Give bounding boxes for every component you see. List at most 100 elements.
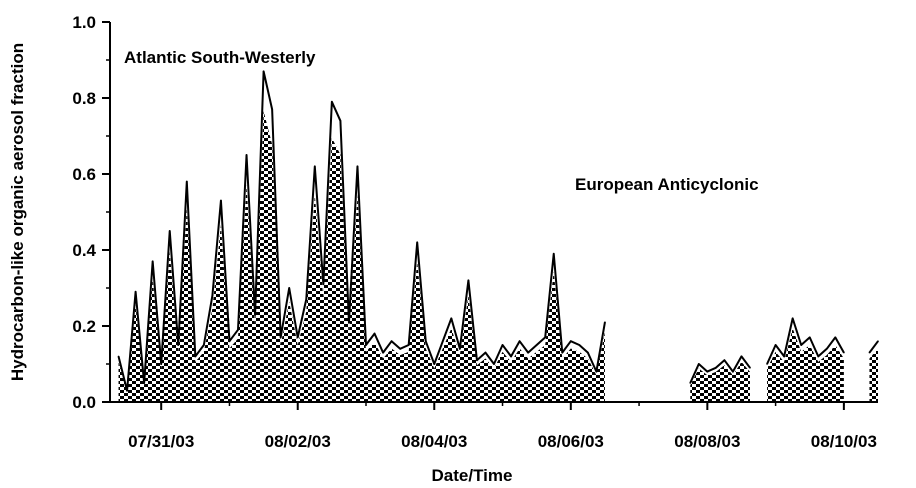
x-ticks: 07/31/03 08/02/03 08/04/03 08/06/03 08/08/03… <box>128 402 877 451</box>
annotation-european: European Anticyclonic <box>575 175 759 194</box>
y-tick-label: 0.0 <box>72 393 96 412</box>
x-tick-label: 08/04/03 <box>401 432 467 451</box>
data-point <box>459 348 461 350</box>
data-point <box>587 351 589 354</box>
data-point <box>706 370 709 373</box>
data-point <box>484 351 487 354</box>
data-point <box>237 329 239 331</box>
series-line-segment <box>117 70 606 392</box>
data-point <box>604 321 606 324</box>
data-point <box>808 336 811 339</box>
data-point <box>535 344 538 346</box>
data-point <box>723 359 726 362</box>
y-tick-label: 0.8 <box>72 89 96 108</box>
data-point <box>296 336 299 339</box>
data-point <box>177 344 180 346</box>
data-point <box>834 336 837 339</box>
data-point <box>527 351 529 354</box>
data-point <box>715 367 717 369</box>
data-point <box>186 180 188 183</box>
x-tick-label: 08/08/03 <box>674 432 740 451</box>
data-point <box>766 363 768 365</box>
data-point <box>868 351 871 354</box>
data-point <box>416 241 419 244</box>
data-point <box>877 340 879 343</box>
data-point <box>578 344 581 346</box>
data-point <box>160 363 162 365</box>
data-point <box>271 108 273 111</box>
data-point <box>117 355 120 358</box>
x-tick-label: 08/06/03 <box>538 432 604 451</box>
data-point <box>314 165 316 168</box>
data-point <box>570 340 572 343</box>
data-point <box>134 291 137 293</box>
data-point <box>826 348 828 350</box>
data-point <box>749 367 751 369</box>
series-fill-segment <box>690 361 750 402</box>
data-point <box>339 120 342 122</box>
data-point <box>544 336 546 339</box>
data-point <box>732 370 734 373</box>
data-point <box>348 321 350 324</box>
data-point <box>279 336 282 339</box>
series-fill-segment <box>869 348 878 402</box>
data-point <box>322 283 325 286</box>
data-point <box>220 199 222 202</box>
data-point <box>510 355 512 358</box>
data-point <box>365 344 367 346</box>
data-point <box>305 298 308 301</box>
x-axis-title: Date/Time <box>432 466 513 485</box>
y-tick-label: 0.6 <box>72 165 96 184</box>
data-point <box>407 344 410 346</box>
data-point <box>467 279 470 282</box>
series-line-segment <box>868 340 879 354</box>
data-point <box>476 359 478 362</box>
y-ticks: 0.0 0.2 0.4 0.6 0.8 1.0 <box>72 13 110 412</box>
data-point <box>126 389 128 392</box>
y-axis-title: Hydrocarbon-like organic aerosol fractio… <box>8 43 27 381</box>
data-point <box>143 382 145 384</box>
data-point <box>740 355 743 358</box>
data-point <box>442 340 444 343</box>
x-tick-label: 07/31/03 <box>128 432 194 451</box>
data-point <box>211 294 214 297</box>
data-point <box>424 340 427 343</box>
data-point <box>194 355 197 358</box>
data-point <box>843 351 845 354</box>
annotation-atlantic: Atlantic South-Westerly <box>124 48 316 67</box>
data-point <box>262 70 265 73</box>
data-point <box>373 332 376 335</box>
y-tick-label: 0.2 <box>72 317 96 336</box>
data-point <box>168 230 171 232</box>
data-point <box>817 355 820 358</box>
data-point <box>399 348 401 350</box>
series-fill-segment <box>118 111 605 403</box>
data-point <box>433 363 436 365</box>
data-point <box>331 101 333 103</box>
data-point <box>356 165 359 168</box>
data-point <box>501 344 504 346</box>
x-tick-label: 08/02/03 <box>265 432 331 451</box>
series-line-segment <box>766 317 845 365</box>
data-point <box>774 344 777 346</box>
data-point <box>151 260 154 263</box>
data-point <box>245 154 248 156</box>
data-point <box>390 340 393 343</box>
data-point <box>552 253 555 255</box>
data-point <box>689 382 692 384</box>
data-point <box>382 351 384 354</box>
series-line-segment <box>689 355 751 384</box>
plot-area <box>117 70 879 403</box>
data-point <box>288 287 291 289</box>
data-point <box>561 351 564 354</box>
data-point <box>203 344 205 346</box>
data-point <box>698 363 700 365</box>
y-tick-label: 0.4 <box>72 241 96 260</box>
data-point <box>254 313 256 316</box>
data-point <box>791 317 794 320</box>
data-point <box>518 340 521 343</box>
series-fill-segment <box>767 328 844 402</box>
data-point <box>450 317 453 320</box>
data-point <box>228 340 231 343</box>
